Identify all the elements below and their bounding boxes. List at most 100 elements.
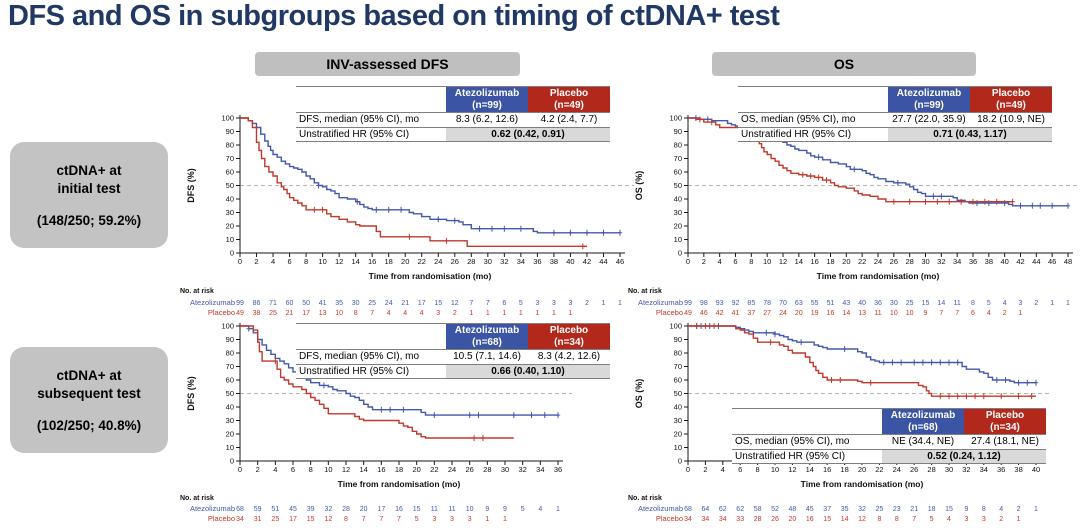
svg-text:20: 20 [412,465,420,474]
svg-text:7: 7 [469,300,473,307]
svg-text:37: 37 [747,310,755,317]
svg-text:1: 1 [1050,300,1054,307]
svg-text:3: 3 [568,300,572,307]
svg-text:30: 30 [921,257,929,266]
svg-text:30: 30 [890,300,898,307]
svg-text:4: 4 [271,257,275,266]
svg-text:64: 64 [702,506,710,513]
median-row-label: OS, median (95% CI), mo [732,435,882,449]
svg-text:90: 90 [226,335,234,344]
svg-text:34: 34 [719,516,727,523]
svg-text:40: 40 [858,300,866,307]
svg-text:44: 44 [1032,257,1040,266]
svg-text:Time from randomisation (mo): Time from randomisation (mo) [817,271,940,281]
svg-text:49: 49 [684,310,692,317]
svg-text:1: 1 [503,516,507,523]
svg-text:0: 0 [678,457,682,466]
svg-text:16: 16 [368,257,376,266]
median-row-label: DFS, median (95% CI), mo [296,350,446,364]
svg-text:3: 3 [436,310,440,317]
svg-text:0: 0 [230,457,234,466]
svg-text:52: 52 [771,506,779,513]
svg-text:44: 44 [599,257,607,266]
svg-text:2: 2 [1034,300,1038,307]
svg-text:1: 1 [535,310,539,317]
svg-text:28: 28 [905,257,913,266]
svg-text:70: 70 [779,300,787,307]
svg-text:1: 1 [469,310,473,317]
svg-text:20: 20 [842,257,850,266]
svg-text:30: 30 [501,465,509,474]
svg-text:70: 70 [674,362,682,371]
svg-text:39: 39 [307,506,315,513]
subgroup-line2: initial test [57,180,121,196]
svg-text:18: 18 [385,257,393,266]
svg-text:35: 35 [335,300,343,307]
svg-text:41: 41 [319,300,327,307]
svg-text:80: 80 [226,349,234,358]
table-corner-cell [738,87,888,112]
svg-text:2: 2 [1017,506,1021,513]
hr-value: 0.66 (0.40, 1.10) [491,365,565,377]
svg-text:60: 60 [286,300,294,307]
hr-value: 0.71 (0.43, 1.17) [933,128,1007,140]
svg-text:20: 20 [360,506,368,513]
svg-text:1: 1 [1066,300,1070,307]
svg-text:20: 20 [226,430,234,439]
svg-text:30: 30 [226,416,234,425]
svg-text:4: 4 [987,310,991,317]
svg-text:26: 26 [910,465,918,474]
svg-text:50: 50 [674,181,682,190]
svg-text:10: 10 [763,257,771,266]
svg-text:40: 40 [226,403,234,412]
svg-text:32: 32 [858,506,866,513]
svg-text:28: 28 [342,506,350,513]
svg-text:8: 8 [749,257,753,266]
svg-text:2: 2 [999,516,1003,523]
svg-text:Placebo: Placebo [656,514,683,523]
svg-text:22: 22 [858,257,866,266]
svg-text:3: 3 [535,300,539,307]
svg-text:25: 25 [906,300,914,307]
svg-text:25: 25 [269,310,277,317]
svg-text:3: 3 [468,516,472,523]
median-placebo: 4.2 (2.4, 7.7) [528,113,610,127]
svg-text:7: 7 [370,310,374,317]
svg-text:24: 24 [448,465,456,474]
svg-text:68: 68 [684,506,692,513]
svg-text:7: 7 [912,516,916,523]
svg-text:24: 24 [779,310,787,317]
svg-text:12: 12 [451,300,459,307]
column-header-dfs: INV-assessed DFS [255,52,520,76]
svg-text:90: 90 [226,127,234,136]
svg-text:11: 11 [954,300,961,307]
svg-text:0: 0 [238,465,242,474]
hr-row-label: Unstratified HR (95% CI) [732,449,882,463]
svg-text:1: 1 [486,310,490,317]
svg-text:3: 3 [552,300,556,307]
svg-text:40: 40 [674,195,682,204]
svg-text:18: 18 [826,257,834,266]
atezolizumab-header-cell: Atezolizumab (n=68) [882,409,964,434]
svg-text:12: 12 [324,516,332,523]
svg-text:5: 5 [519,300,523,307]
svg-text:21: 21 [286,310,294,317]
placebo-header-cell: Placebo (n=34) [528,324,610,349]
svg-text:42: 42 [716,310,724,317]
svg-text:4: 4 [1003,300,1007,307]
svg-text:1: 1 [519,310,523,317]
svg-text:6: 6 [291,465,295,474]
svg-text:DFS (%): DFS (%) [186,168,196,203]
svg-text:25: 25 [876,506,884,513]
svg-text:DFS (%): DFS (%) [186,376,196,411]
svg-text:41: 41 [732,310,740,317]
svg-text:36: 36 [554,465,562,474]
svg-text:10: 10 [318,257,326,266]
svg-text:25: 25 [271,516,279,523]
atezolizumab-header-cell: Atezolizumab (n=99) [888,87,970,112]
svg-text:20: 20 [795,310,803,317]
km-panel-dfs-initial: 0 10 20 30 40 50 60 70 80 90 100 0 2 4 6 8 10 12 14 16 18 20 2… [178,82,638,322]
svg-text:93: 93 [716,300,724,307]
svg-text:10: 10 [674,443,682,452]
